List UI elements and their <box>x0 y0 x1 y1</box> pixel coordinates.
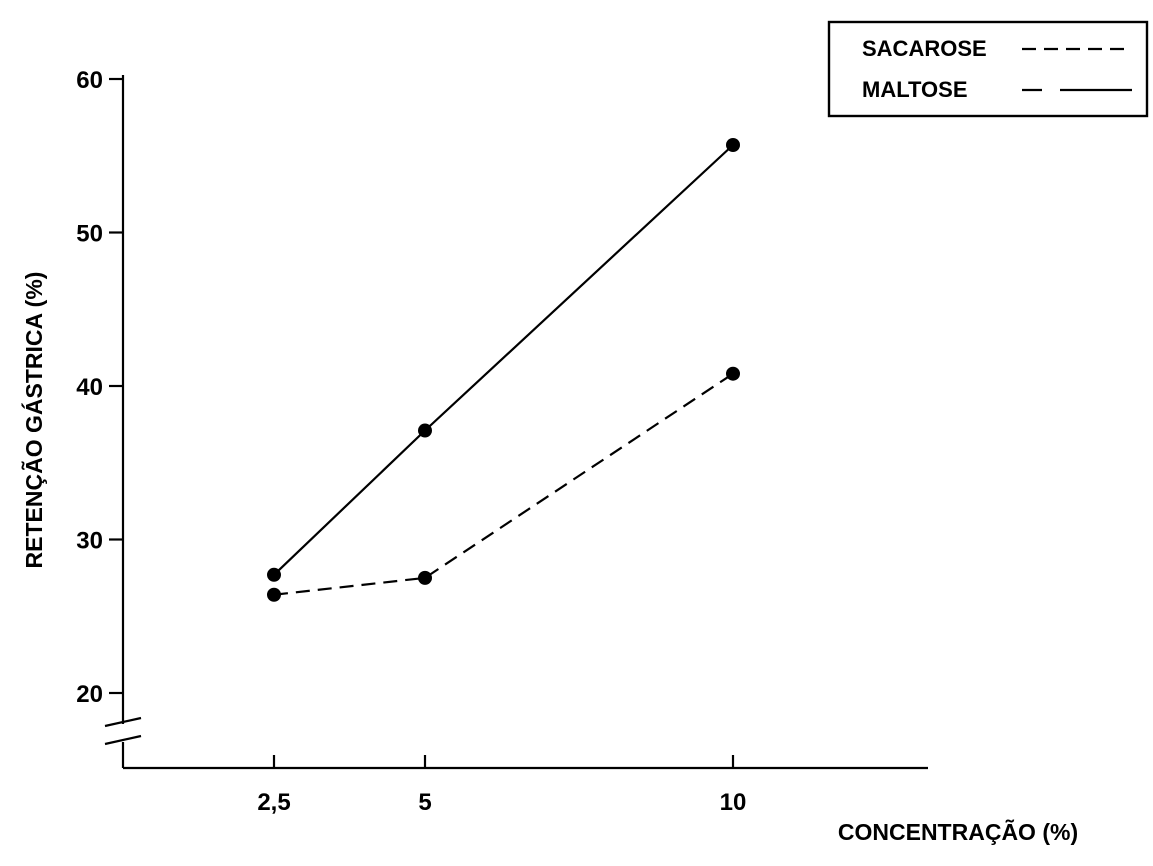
x-tick-label: 10 <box>720 789 747 816</box>
series-line-sacarose <box>273 372 734 596</box>
legend: SACAROSE MALTOSE <box>827 20 1149 118</box>
legend-box <box>827 20 1149 118</box>
data-point-maltose <box>726 138 740 153</box>
series-sacarose <box>267 366 740 602</box>
legend-label-sacarose: SACAROSE <box>862 36 987 61</box>
x-axis-title: CONCENTRAÇÃO (%) <box>838 818 1078 845</box>
axis-break-slash <box>104 734 142 746</box>
y-axis-title: RETENÇÃO GÁSTRICA (%) <box>20 272 47 569</box>
x-tick-label: 2,5 <box>257 789 290 816</box>
data-point-sacarose <box>267 587 281 602</box>
data-point-sacarose <box>418 570 432 585</box>
data-point-sacarose <box>726 366 740 381</box>
y-tick-label: 20 <box>76 681 103 708</box>
series-maltose <box>267 138 740 582</box>
series-line-maltose <box>273 144 734 576</box>
legend-label-maltose: MALTOSE <box>862 77 968 102</box>
y-tick-label: 60 <box>76 67 103 94</box>
axis-break-slash <box>104 716 142 728</box>
axes: 20 30 40 50 60 2,5 5 10 <box>76 67 928 816</box>
data-point-maltose <box>267 567 281 582</box>
y-tick-label: 50 <box>76 221 103 248</box>
x-tick-label: 5 <box>418 789 431 816</box>
y-ticks: 20 30 40 50 60 <box>76 67 123 708</box>
data-point-maltose <box>418 423 432 438</box>
y-tick-label: 40 <box>76 374 103 401</box>
y-tick-label: 30 <box>76 528 103 555</box>
x-ticks: 2,5 5 10 <box>257 755 746 816</box>
series-layer <box>267 138 740 602</box>
y-axis-break-mark <box>104 716 142 746</box>
